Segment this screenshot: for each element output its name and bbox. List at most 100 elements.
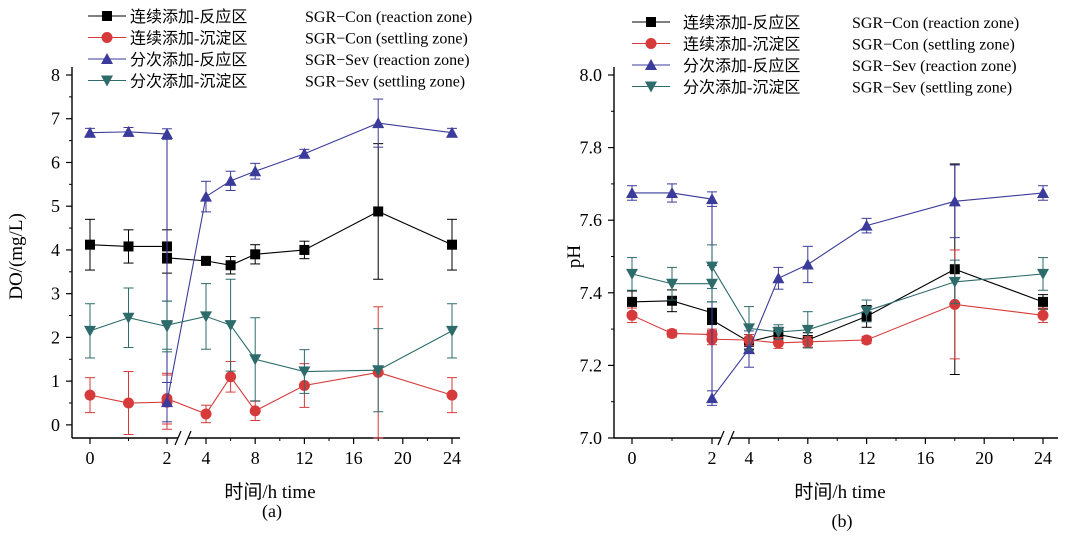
data-point-circle — [84, 389, 96, 401]
y-tick-label: 7.8 — [580, 138, 603, 158]
y-tick-label: 8.0 — [580, 65, 603, 85]
x-tick-label: 20 — [975, 448, 993, 468]
data-point-square — [85, 239, 95, 250]
data-point-triangle-up — [372, 117, 385, 129]
legend-marker-triangle-down — [645, 81, 657, 93]
x-tick-label: 8 — [803, 448, 812, 468]
y-tick-label: 8 — [51, 65, 60, 85]
data-point-triangle-down — [801, 324, 814, 336]
data-point-triangle-down — [626, 268, 638, 280]
legend-label-cn: 分次添加-反应区 — [683, 56, 800, 75]
data-point-triangle-down — [706, 278, 718, 290]
legend-label-en: SGR−Con (settling zone) — [852, 37, 1015, 54]
x-axis-title: 时间/h time — [794, 481, 885, 503]
data-point-square — [667, 295, 677, 306]
series-3 — [626, 164, 1049, 406]
data-point-square — [373, 206, 384, 217]
series-line — [89, 371, 453, 415]
y-tick-label: 5 — [51, 196, 60, 216]
data-point-triangle-up — [122, 125, 135, 137]
legend-marker-circle — [101, 32, 113, 43]
series-line — [631, 303, 1044, 344]
data-point-circle — [249, 405, 261, 417]
legend-label-en: SGR−Sev (settling zone) — [305, 74, 465, 91]
series-line — [631, 268, 1044, 343]
data-point-triangle-down — [772, 327, 785, 339]
data-point-triangle-down — [298, 366, 311, 378]
data-point-circle — [861, 334, 873, 346]
panel-label: (a) — [262, 501, 282, 522]
series-2 — [84, 306, 458, 439]
y-tick-label: 3 — [51, 284, 60, 304]
legend-label-en: SGR−Con (settling zone) — [305, 31, 468, 48]
data-point-triangle-down — [743, 323, 755, 335]
x-tick-label: 8 — [251, 448, 260, 468]
legend-label-en: SGR−Sev (reaction zone) — [305, 52, 470, 69]
legend-label-cn: 连续添加-反应区 — [130, 7, 247, 26]
legend-marker-square — [102, 11, 112, 21]
data-point-triangle-down — [372, 365, 385, 377]
data-point-triangle-up — [161, 396, 173, 408]
y-tick-label: 4 — [51, 240, 60, 260]
y-tick-label: 6 — [51, 152, 60, 172]
y-tick-label: 1 — [51, 371, 60, 391]
data-point-triangle-up — [298, 147, 311, 159]
y-tick-label: 7.6 — [580, 210, 603, 230]
y-tick-label: 2 — [51, 327, 60, 347]
series-1 — [85, 143, 457, 280]
series-line — [89, 315, 453, 373]
y-tick-label: 0 — [51, 415, 60, 435]
data-point-triangle-up — [84, 126, 96, 138]
data-point-circle — [123, 397, 134, 409]
data-point-circle — [666, 327, 678, 339]
legend-label-en: SGR−Sev (settling zone) — [852, 80, 1012, 97]
data-point-circle — [200, 408, 212, 420]
data-point-circle — [772, 337, 784, 349]
x-tick-label: 20 — [394, 448, 412, 468]
series-2 — [626, 249, 1049, 360]
legend-marker-circle — [645, 38, 657, 49]
data-point-triangle-up — [666, 186, 678, 198]
data-point-triangle-down — [200, 311, 212, 323]
y-tick-label: 7.0 — [580, 428, 603, 448]
data-point-triangle-down — [666, 278, 678, 290]
data-point-triangle-up — [860, 219, 873, 231]
axis-break-mark — [174, 430, 182, 446]
data-point-circle — [949, 298, 961, 310]
data-point-circle — [626, 309, 638, 321]
data-point-triangle-up — [249, 165, 262, 177]
series-line — [631, 264, 1044, 333]
x-tick-label: 16 — [916, 448, 934, 468]
x-tick-label: 4 — [202, 448, 211, 468]
data-point-square — [1038, 296, 1048, 307]
data-point-square — [123, 241, 134, 252]
data-point-triangle-down — [224, 320, 237, 332]
data-point-triangle-down — [860, 305, 873, 317]
y-axis-title: pH — [564, 245, 585, 269]
data-point-circle — [1037, 309, 1049, 321]
y-tick-label: 7.2 — [580, 355, 603, 375]
x-tick-label: 0 — [628, 448, 637, 468]
legend-marker-triangle-down — [101, 75, 113, 87]
axis-break-mark — [727, 430, 735, 446]
data-point-triangle-down — [161, 320, 173, 332]
legend-label-cn: 连续添加-沉淀区 — [130, 30, 247, 48]
series-4 — [84, 278, 458, 413]
data-point-square — [299, 244, 310, 255]
legend-marker-triangle-up — [101, 53, 113, 64]
y-axis-title: DO/(mg/L) — [6, 213, 27, 300]
series-4 — [626, 244, 1049, 351]
series-line — [89, 122, 453, 403]
data-point-square — [225, 260, 236, 271]
legend-label-cn: 分次添加-沉淀区 — [683, 79, 800, 97]
data-point-triangle-up — [706, 193, 718, 205]
legend-marker-triangle-up — [645, 59, 657, 70]
x-tick-label: 24 — [443, 448, 461, 468]
data-point-triangle-up — [626, 186, 638, 198]
x-tick-label: 12 — [295, 448, 313, 468]
data-point-circle — [225, 371, 237, 383]
x-tick-label: 2 — [163, 448, 172, 468]
